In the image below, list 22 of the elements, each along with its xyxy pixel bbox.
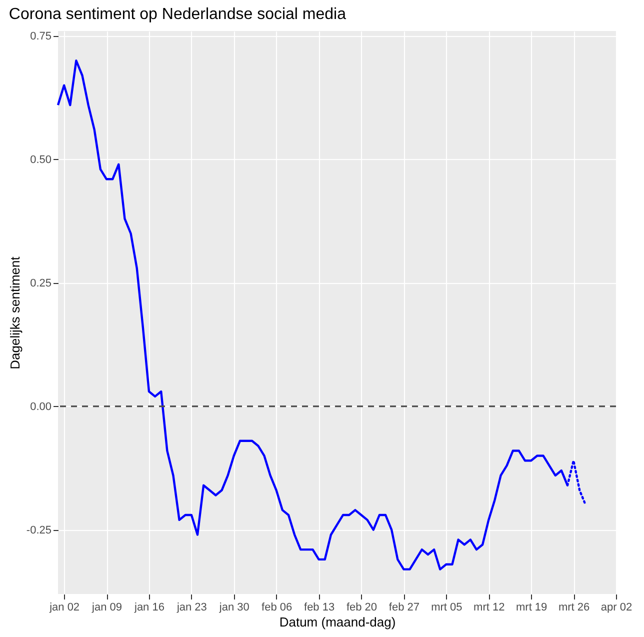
x-tick-label: mrt 05 <box>431 602 462 614</box>
y-tick-label: 0.75 <box>30 30 52 42</box>
x-tick-label: jan 09 <box>91 602 122 614</box>
x-tick-label: jan 30 <box>218 602 250 614</box>
x-tick-label: jan 02 <box>48 602 80 614</box>
x-tick-label: feb 06 <box>262 602 292 614</box>
x-tick-label: feb 20 <box>346 602 378 614</box>
y-tick-label: -0.25 <box>26 524 52 536</box>
y-tick-label: 0.50 <box>30 154 52 166</box>
x-tick-label: jan 23 <box>176 602 207 614</box>
y-tick-label: 0.25 <box>30 277 52 290</box>
x-tick-label: feb 13 <box>304 602 335 614</box>
x-tick-label: mrt 12 <box>474 602 505 614</box>
x-tick-label: mrt 26 <box>558 602 590 614</box>
x-tick-label: feb 27 <box>388 602 420 614</box>
x-tick-label: jan 16 <box>133 602 164 614</box>
y-axis-title: Dagelijks sentiment <box>7 256 22 370</box>
y-tick-label: 0.00 <box>30 400 52 413</box>
x-axis-title: Datum (maand-dag) <box>279 614 396 630</box>
x-tick-label: mrt 19 <box>516 602 548 614</box>
chart-title: Corona sentiment op Nederlandse social media <box>8 6 346 23</box>
x-tick-label: apr 02 <box>600 602 632 614</box>
